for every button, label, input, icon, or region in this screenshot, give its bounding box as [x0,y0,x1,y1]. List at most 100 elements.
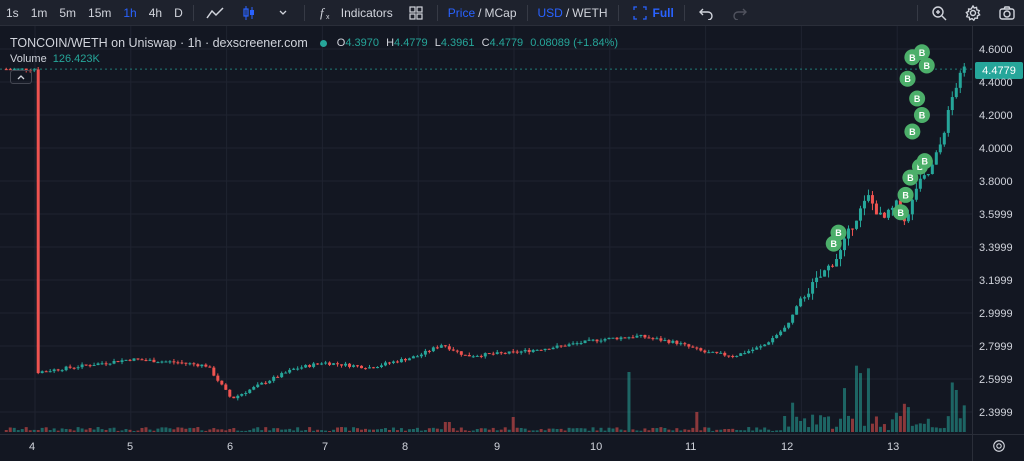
collapse-legend-button[interactable] [10,70,32,84]
interval-d[interactable]: D [174,5,183,20]
candle-body [272,376,276,381]
currency-toggle[interactable]: USD / WETH [532,0,614,26]
candle-body [882,212,886,218]
candle-body [711,351,715,353]
candle-body [387,362,391,364]
volume-bar [132,430,136,432]
gear-icon [992,439,1006,458]
candles-button[interactable] [232,0,266,26]
price-scale[interactable]: 4.6000 4.4779 4.4000 4.2000 4.0000 3.800… [972,26,1024,434]
interval-4h[interactable]: 4h [148,5,163,20]
buy-marker-label: B [907,173,914,183]
candle-body [755,347,759,350]
volume-bar [204,430,208,432]
candle-body [695,347,699,349]
volume-bar [348,430,352,432]
volume-bar [24,427,28,432]
candle-body [4,69,8,71]
usd-option[interactable]: USD [537,5,563,20]
quick-search-button[interactable] [922,0,956,26]
redo-button[interactable] [723,0,757,26]
candle-body [76,367,80,369]
time-tick: 10 [590,441,603,453]
full-button[interactable]: Full [623,0,680,26]
candle-body [120,360,124,363]
open-value: 4.3970 [345,37,379,49]
settings-button[interactable] [956,0,990,26]
candle-body [894,200,898,208]
volume-bar [284,429,288,432]
price-tick: 4.2000 [979,110,1013,122]
candle-body [583,340,587,344]
candle-body [447,346,451,350]
chart-type-dropdown[interactable] [266,0,300,26]
price-tick: 4.6000 [979,44,1013,56]
volume-bar [383,428,387,432]
candle-body [399,359,403,363]
volume-bar [296,427,300,432]
candle-body [831,265,835,267]
volume-bar [799,420,803,432]
volume-bar [232,428,236,432]
volume-bar [120,430,124,432]
chart-pane[interactable]: BBBBBBBBBBBBBB [0,26,972,434]
volume-bar [32,429,36,432]
candle-body [655,338,659,340]
interval-15m[interactable]: 15m [88,5,112,20]
undo-button[interactable] [689,0,723,26]
volume-bar [954,389,958,432]
candle-body [878,212,882,215]
volume-bar [627,372,631,432]
candle-body [116,360,120,363]
time-scale[interactable]: 4 5 6 7 8 9 10 11 12 13 [0,434,972,461]
volume-bar [116,430,120,432]
candle-body [320,363,324,365]
toolbar-divider [617,4,619,21]
candle-body [483,353,487,357]
candle-body [312,363,316,367]
candle-body [683,343,687,345]
candle-body [20,68,24,70]
snapshot-button[interactable] [990,0,1024,26]
volume-bar [819,415,823,432]
interval-1h[interactable]: 1h [123,5,137,20]
candle-body [328,362,332,365]
candle-body [188,363,192,365]
buy-marker-label: B [830,239,837,249]
chart-settings-corner[interactable] [972,434,1024,461]
market-status-dot [319,39,327,47]
price-chart[interactable]: BBBBBBBBBBBBBB [0,26,972,434]
volume-bar [623,430,627,432]
interval-1m[interactable]: 1m [30,5,48,20]
volume-bar [48,430,52,432]
candle-body [747,351,751,354]
interval-5m[interactable]: 5m [59,5,77,20]
mcap-option[interactable]: MCap [484,5,517,20]
toolbar-divider [436,4,438,21]
volume-bar [356,428,360,432]
buy-marker [899,70,916,87]
buy-marker-label: B [909,127,916,137]
candle-body [72,367,76,369]
candle-body [403,359,407,361]
volume-bar [858,373,862,432]
buy-marker [918,57,935,74]
volume-bar [80,428,84,432]
volume-bar [96,427,100,432]
price-tick: 2.7999 [979,341,1013,353]
symbol-title[interactable]: TONCOIN/WETH on Uniswap · 1h · dexscreen… [10,36,308,50]
candle-body [375,366,379,369]
weth-option[interactable]: WETH [572,5,608,20]
interval-1s[interactable]: 1s [6,5,19,20]
price-option[interactable]: Price [447,5,476,20]
volume-bar [934,427,938,432]
layouts-button[interactable] [399,0,433,26]
volume-bar [483,428,487,432]
price-mcap-toggle[interactable]: Price / MCap [442,0,523,26]
volume-bar [56,430,60,432]
candle-body [459,351,463,355]
line-chart-button[interactable] [198,0,232,26]
volume-bar [152,430,156,432]
